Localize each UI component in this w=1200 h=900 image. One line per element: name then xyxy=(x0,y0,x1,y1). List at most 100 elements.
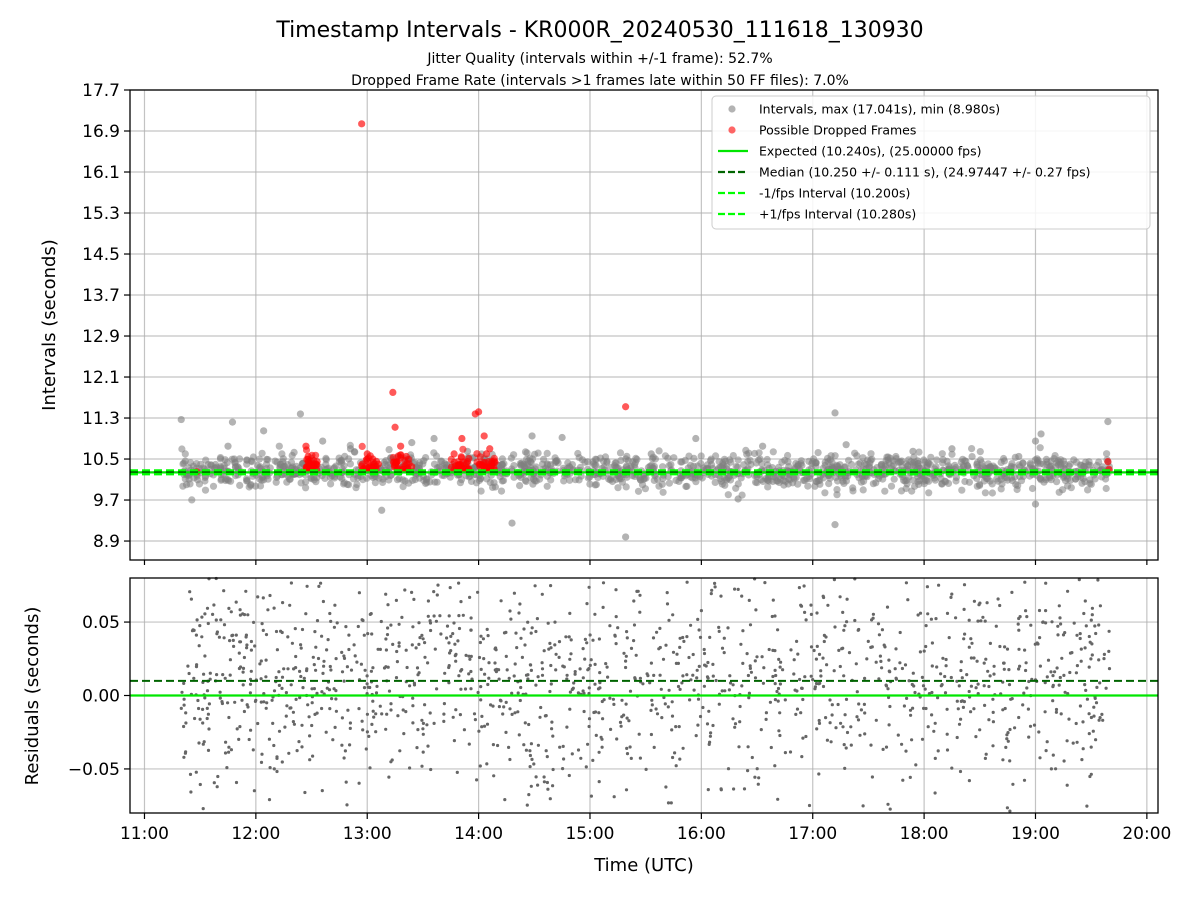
residual-point xyxy=(819,669,823,673)
residual-point xyxy=(594,733,598,738)
residual-point xyxy=(845,597,849,601)
residual-point xyxy=(429,767,433,772)
residual-point xyxy=(604,662,608,666)
residual-point xyxy=(188,772,193,777)
residual-point xyxy=(978,728,982,732)
residual-point xyxy=(597,780,601,784)
chart-subtitle-jitter: Jitter Quality (intervals within +/-1 fr… xyxy=(426,51,772,67)
interval-point xyxy=(742,446,750,454)
residual-point xyxy=(229,748,233,752)
legend: Intervals, max (17.041s), min (8.980s)Po… xyxy=(711,95,1151,230)
residual-point xyxy=(551,784,555,788)
interval-point xyxy=(833,462,841,471)
residual-point xyxy=(768,700,773,704)
residual-point xyxy=(760,655,764,659)
residual-point xyxy=(420,718,424,722)
residual-point xyxy=(425,723,429,727)
interval-point xyxy=(775,478,783,487)
residual-point xyxy=(593,682,597,686)
residual-point xyxy=(345,665,349,669)
residual-point xyxy=(1044,581,1048,585)
residual-point xyxy=(227,745,231,749)
interval-point xyxy=(614,484,622,492)
residual-point xyxy=(286,635,290,639)
residual-point xyxy=(365,730,369,734)
interval-point xyxy=(646,462,654,470)
interval-point xyxy=(961,477,969,486)
residual-point xyxy=(1074,721,1078,726)
residual-point xyxy=(477,729,481,733)
residual-point xyxy=(962,583,967,587)
interval-point xyxy=(1099,463,1107,471)
interval-point xyxy=(497,487,506,495)
residuals-plot: 0.050.00−0.05 11:00 12:00 13:00 14:00 15:00 1… xyxy=(22,576,1171,876)
residual-point xyxy=(305,584,309,588)
dropped-frame-point xyxy=(482,450,491,458)
residual-point xyxy=(364,747,368,751)
y-tick-label: 17.7 xyxy=(82,81,120,101)
residual-point xyxy=(1079,659,1083,663)
residual-point xyxy=(449,649,453,653)
residual-point xyxy=(1013,726,1017,730)
residual-point xyxy=(548,641,552,646)
residual-point xyxy=(747,696,751,700)
residual-point xyxy=(404,710,408,714)
residual-point xyxy=(930,664,934,668)
residuals-y-ticks: 0.050.00−0.05 xyxy=(68,613,130,780)
residual-point xyxy=(1078,636,1082,641)
residual-point xyxy=(696,697,701,701)
residual-point xyxy=(776,628,780,632)
dropped-frame-point xyxy=(475,408,483,416)
residual-point xyxy=(193,716,197,721)
residual-point xyxy=(914,763,918,767)
residual-point xyxy=(195,618,199,622)
residual-point xyxy=(732,787,736,791)
interval-point xyxy=(727,458,735,466)
residual-point xyxy=(1068,670,1072,675)
residual-point xyxy=(271,721,275,726)
residual-point xyxy=(294,654,298,659)
residual-point xyxy=(877,633,882,637)
residual-point xyxy=(202,672,206,676)
residual-point xyxy=(249,639,253,644)
interval-point xyxy=(670,454,678,462)
residual-point xyxy=(260,752,264,756)
residual-point xyxy=(248,682,253,686)
residual-point xyxy=(365,674,369,678)
interval-point xyxy=(538,460,547,468)
residual-point xyxy=(205,716,209,721)
y-tick-label: 15.3 xyxy=(82,204,120,224)
residual-point xyxy=(534,629,538,634)
residual-point xyxy=(264,675,268,679)
residual-point xyxy=(1097,718,1101,722)
residual-point xyxy=(410,643,414,647)
residual-point xyxy=(426,614,430,618)
residual-point xyxy=(572,681,576,685)
residual-point xyxy=(1003,706,1007,711)
residual-point xyxy=(1098,681,1102,685)
residual-point xyxy=(818,681,822,685)
residual-point xyxy=(403,588,407,592)
residual-point xyxy=(1016,622,1020,626)
residual-point xyxy=(783,698,787,702)
interval-point xyxy=(659,463,667,471)
dropped-frame-point xyxy=(389,458,397,466)
interval-point xyxy=(683,482,691,490)
residual-point xyxy=(861,804,865,808)
residual-point xyxy=(304,612,308,616)
residual-point xyxy=(874,660,878,664)
residual-point xyxy=(342,679,346,683)
residual-point xyxy=(423,655,427,659)
residual-point xyxy=(473,718,477,722)
interval-point xyxy=(1031,500,1040,508)
residual-point xyxy=(272,689,277,693)
residual-point xyxy=(527,793,531,797)
residual-point xyxy=(1088,640,1092,644)
residual-point xyxy=(922,649,926,653)
residual-point xyxy=(757,776,761,780)
residual-point xyxy=(333,725,337,730)
interval-point xyxy=(566,476,574,484)
interval-point xyxy=(717,477,725,485)
residual-point xyxy=(225,766,229,770)
residual-point xyxy=(1091,729,1095,733)
